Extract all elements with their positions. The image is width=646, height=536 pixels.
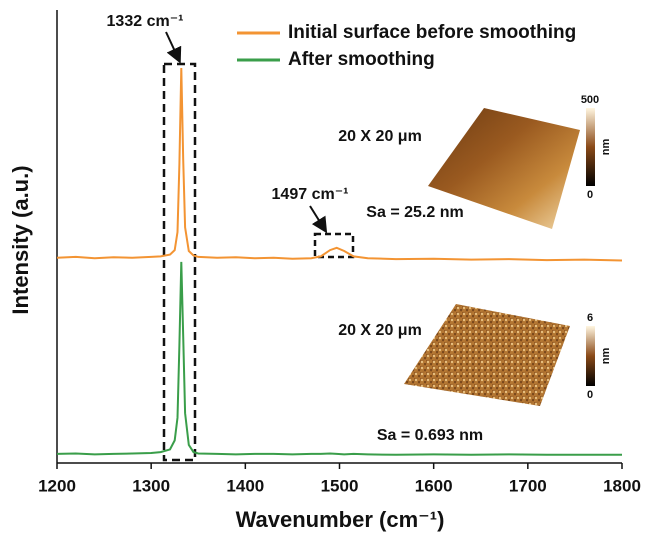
x-tick-label: 1200 (38, 476, 76, 495)
colorbar-min: 0 (587, 389, 593, 401)
legend-label: After smoothing (288, 49, 435, 70)
colorbar-unit: nm (600, 139, 612, 156)
chart: 1332 cm⁻¹ 1497 cm⁻¹ 20 X 20 μm Sa = 25.2… (0, 0, 646, 536)
arrow (166, 32, 179, 60)
inset-label: 20 X 20 μm (338, 128, 422, 145)
colorbar (586, 326, 595, 386)
x-tick-label: 1400 (226, 476, 264, 495)
colorbar-max: 500 (581, 94, 599, 106)
inset-roughness: Sa = 0.693 nm (377, 427, 483, 444)
colorbar (586, 108, 595, 186)
colorbar-max: 6 (587, 312, 593, 324)
inset-roughness: Sa = 25.2 nm (366, 204, 463, 221)
x-axis-label: Wavenumber (cm⁻¹) (236, 507, 445, 532)
x-tick-label: 1700 (509, 476, 547, 495)
inset-label: 20 X 20 μm (338, 322, 422, 339)
colorbar-min: 0 (587, 189, 593, 201)
arrow (310, 206, 325, 230)
x-tick-label: 1600 (415, 476, 453, 495)
legend-label: Initial surface before smoothing (288, 22, 576, 43)
afm-image (404, 304, 570, 406)
x-tick-label: 1500 (321, 476, 359, 495)
x-tick-label: 1300 (132, 476, 170, 495)
x-tick-label: 1800 (603, 476, 641, 495)
annotation: 1497 cm⁻¹ (272, 186, 349, 203)
annotation: 1332 cm⁻¹ (107, 13, 184, 30)
y-axis-label: Intensity (a.u.) (8, 165, 33, 314)
colorbar-unit: nm (600, 348, 612, 365)
